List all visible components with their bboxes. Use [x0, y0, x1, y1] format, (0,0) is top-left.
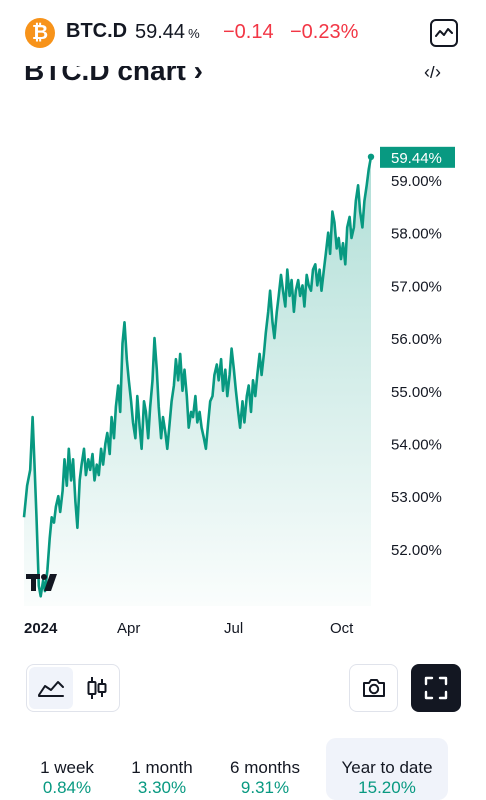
period-value: 9.31% — [240, 778, 290, 797]
camera-icon — [362, 679, 385, 697]
last-value-label: 59.44% — [391, 150, 442, 167]
period-1-week[interactable]: 1 week 0.84% — [20, 738, 114, 800]
price-change-percent: −0.23% — [290, 21, 359, 43]
area-chart-icon — [38, 681, 64, 697]
last-value-badge — [380, 146, 455, 168]
x-tick-label: Apr — [117, 620, 140, 637]
tradingview-logo — [26, 574, 57, 591]
price-value: 59.44 — [135, 21, 186, 43]
btc-dominance-chart[interactable]: 52.00% 53.00% 54.00% 55.00% 56.00% 57.00% 58.0… — [0, 66, 486, 646]
x-tick-label: Jul — [224, 620, 243, 637]
y-tick-label: 58.00% — [391, 226, 442, 243]
period-year-to-date[interactable]: Year to date 15.20% — [326, 738, 448, 800]
chart-mode-icon — [435, 28, 453, 37]
embed-code-icon[interactable]: ‹/› — [424, 62, 441, 82]
period-label: 1 week — [40, 758, 94, 777]
last-point-marker — [367, 153, 375, 161]
period-label: Year to date — [341, 758, 433, 777]
y-tick-label: 52.00% — [391, 542, 442, 559]
price-change: −0.14 — [223, 21, 274, 43]
price-unit: % — [188, 26, 200, 41]
x-tick-label: 2024 — [24, 620, 58, 637]
series-area-fill — [24, 156, 371, 607]
candlestick-icon — [87, 677, 107, 699]
y-tick-label: 56.00% — [391, 331, 442, 348]
y-tick-label: 59.00% — [391, 173, 442, 190]
y-tick-label: 55.00% — [391, 384, 442, 401]
screenshot-button[interactable] — [349, 664, 398, 712]
chart-type-switcher — [26, 664, 120, 712]
x-tick-label: Oct — [330, 620, 354, 637]
period-label: 1 month — [131, 758, 193, 777]
candlestick-chart-button[interactable] — [77, 667, 117, 709]
area-chart-button[interactable] — [29, 667, 73, 709]
fullscreen-icon — [424, 676, 448, 700]
period-value: 15.20% — [358, 778, 416, 797]
ticker-symbol: BTC.D — [66, 20, 128, 42]
chart-mode-button[interactable] — [430, 19, 458, 47]
y-tick-label: 53.00% — [391, 489, 442, 506]
period-6-months[interactable]: 6 months 9.31% — [212, 738, 318, 800]
symbol-header: ₿ BTC.D 59.44% −0.14 −0.23% — [0, 0, 486, 66]
y-tick-label: 54.00% — [391, 437, 442, 454]
fullscreen-button[interactable] — [411, 664, 461, 712]
period-label: 6 months — [230, 758, 300, 777]
period-value: 0.84% — [42, 778, 92, 797]
current-price: 59.44% — [135, 21, 200, 44]
series-line — [22, 156, 373, 598]
period-value: 3.30% — [137, 778, 187, 797]
chevron-right-icon: › — [193, 55, 203, 86]
period-1-month[interactable]: 1 month 3.30% — [116, 738, 208, 800]
performance-periods: 1 week 0.84% 1 month 3.30% 6 months 9.31… — [0, 738, 486, 800]
bitcoin-logo-icon: ₿ — [25, 18, 55, 48]
y-tick-label: 57.00% — [391, 278, 442, 295]
